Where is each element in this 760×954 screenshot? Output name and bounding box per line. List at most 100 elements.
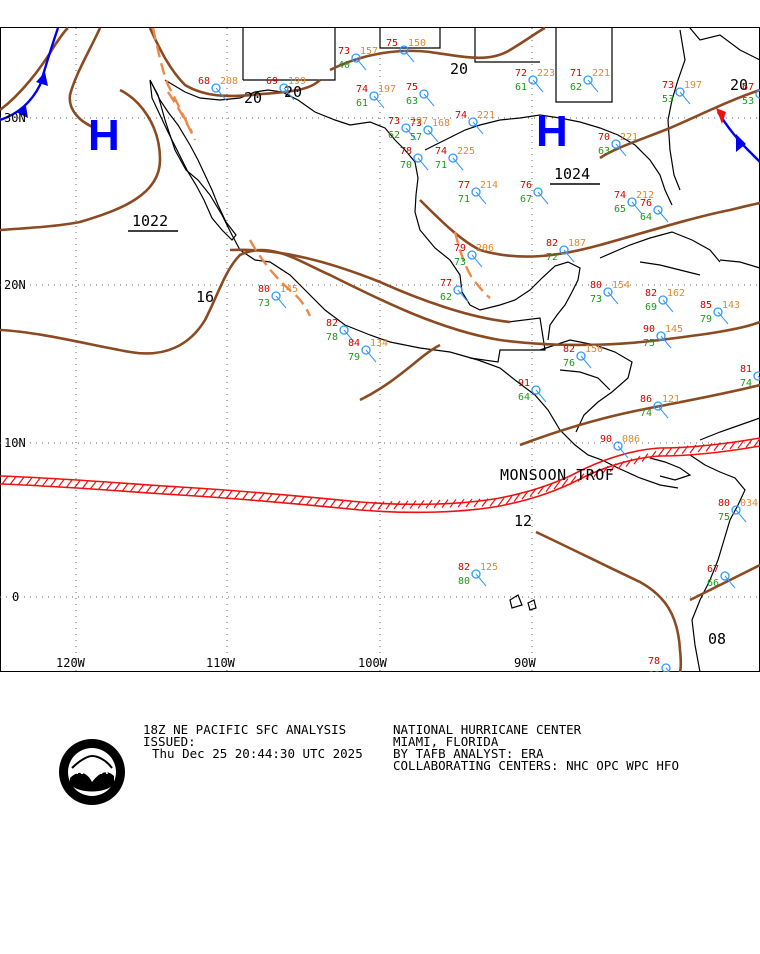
station-circle-icon: [675, 87, 685, 97]
station-pressure: 214: [480, 180, 498, 191]
hatch-mark: [361, 501, 369, 511]
hatch-mark: [681, 445, 689, 455]
station-circle-icon: [653, 205, 663, 215]
station-dewpoint: 72: [546, 252, 558, 263]
hatch-mark: [289, 495, 297, 505]
wind-barb-icon: [365, 349, 377, 363]
station-pressure: 168: [432, 118, 450, 129]
hatch-mark: [217, 489, 225, 499]
station-dewpoint: 40: [338, 60, 350, 71]
station-temperature: 81: [740, 364, 752, 375]
station-circle-icon: [713, 307, 723, 317]
hatch-mark: [601, 465, 609, 475]
station-circle-icon: [448, 153, 458, 163]
isobar-label: 20: [730, 76, 748, 94]
hatch-mark: [489, 497, 497, 507]
station-dewpoint: 62: [570, 82, 582, 93]
station-plot: 90 086: [600, 434, 640, 459]
wind-barb-icon: [472, 121, 484, 135]
station-temperature: 79: [454, 243, 466, 254]
station-plot: 75 150: [386, 38, 426, 63]
hatch-mark: [233, 491, 241, 500]
wind-barb-icon: [660, 335, 672, 349]
station-pressure: 162: [667, 288, 685, 299]
station-pressure: 121: [662, 394, 680, 405]
station-temperature: 72: [515, 68, 527, 79]
wind-barb-icon: [735, 509, 747, 523]
station-temperature: 73: [338, 46, 350, 57]
issued-label: ISSUED:: [143, 734, 196, 749]
hatch-mark: [241, 491, 249, 501]
station-dewpoint: 61: [356, 98, 368, 109]
station-pressure: 086: [622, 434, 640, 445]
hatch-mark: [121, 483, 129, 492]
station-circle-icon: [467, 250, 477, 260]
latitude-label: 10N: [4, 436, 26, 450]
wind-barb-icon: [457, 289, 469, 303]
station-dewpoint: 76: [563, 358, 575, 369]
station-temperature: 86: [640, 394, 652, 405]
hatch-mark: [89, 481, 97, 490]
hatch-mark: [249, 492, 257, 502]
high-symbol: H: [88, 111, 120, 160]
hatch-mark: [585, 470, 593, 480]
hatch-mark: [313, 497, 321, 507]
hatch-mark: [433, 499, 441, 509]
hatch-mark: [465, 498, 473, 508]
hatch-mark: [137, 484, 145, 493]
hatch-mark: [105, 482, 113, 491]
station-plot: 73 157 40: [338, 46, 378, 71]
station-temperature: 78: [400, 146, 412, 157]
hatch-mark: [209, 489, 217, 498]
station-dewpoint: 67: [520, 194, 532, 205]
station-temperature: 71: [570, 68, 582, 79]
station-temperature: 90: [600, 434, 612, 445]
hatch-mark: [353, 501, 361, 510]
station-plot: 70 221 63: [598, 132, 638, 157]
isobar-label: 20: [244, 89, 262, 107]
hatch-mark: [729, 440, 737, 450]
wind-barb-icon: [275, 295, 287, 309]
monsoon-trough-label: MONSOON TROF: [500, 466, 614, 484]
station-plot: 74 197 61: [356, 84, 396, 109]
hatch-mark: [225, 490, 233, 500]
station-dewpoint: 68: [648, 670, 660, 672]
hatch-mark: [193, 487, 201, 497]
wind-barb-icon: [607, 291, 619, 305]
station-temperature: 69: [266, 76, 278, 87]
wind-barb-icon: [617, 445, 629, 459]
hatch-mark: [73, 480, 81, 489]
wind-barb-icon: [537, 191, 549, 205]
station-circle-icon: [533, 187, 543, 197]
hatch-mark: [753, 438, 760, 447]
wind-barb-icon: [417, 157, 429, 171]
center-location: MIAMI, FLORIDA: [393, 734, 499, 749]
station-plot: 74 212 65: [614, 190, 654, 215]
station-circle-icon: [369, 91, 379, 101]
hatch-mark: [569, 475, 577, 485]
station-plot: 73 197 53: [662, 80, 702, 105]
station-circle-icon: [471, 187, 481, 197]
station-dewpoint: 62: [440, 292, 452, 303]
station-circle-icon: [401, 123, 411, 133]
logo-text: NOAA: [76, 765, 108, 777]
station-dewpoint: 61: [515, 82, 527, 93]
station-dewpoint: 57: [410, 132, 422, 143]
hatch-mark: [41, 478, 49, 487]
hatch-mark: [417, 499, 425, 509]
monsoon-trough: [0, 437, 760, 514]
hatch-mark: [561, 478, 569, 487]
station-circle-icon: [423, 125, 433, 135]
isobar-label: 20: [450, 60, 468, 78]
hatch-mark: [689, 444, 697, 454]
hatch-mark: [633, 455, 641, 465]
isobar-labels: 20 20 20 20 16 12 08: [196, 60, 748, 648]
station-pressure: 187: [568, 238, 586, 249]
stationary-front: [716, 108, 760, 163]
wind-barb-icon: [475, 573, 487, 587]
station-temperature: 82: [458, 562, 470, 573]
wind-barb-icon: [665, 667, 670, 672]
